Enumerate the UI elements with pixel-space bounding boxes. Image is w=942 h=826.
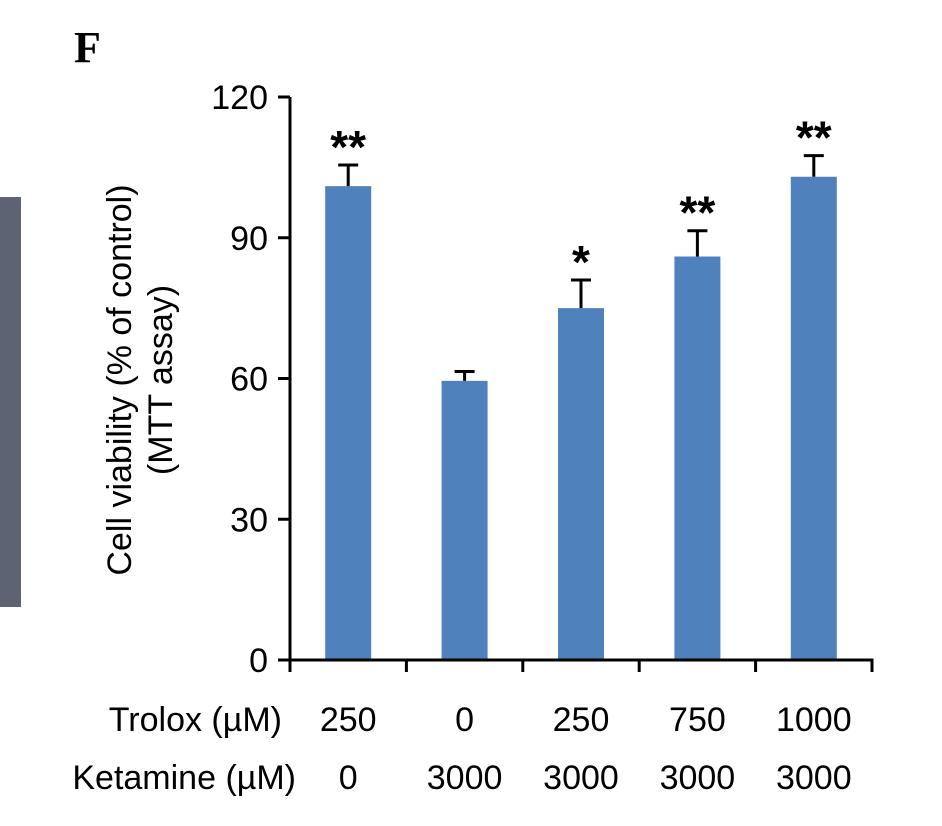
y-tick-label-60: 60 (230, 361, 268, 399)
x-category-labels: 250 0 0 3000 250 3000 750 3000 1000 3000 (320, 701, 852, 797)
trolox-label-4: 750 (669, 701, 726, 739)
ketamine-label-2: 3000 (427, 759, 503, 797)
bar-5 (790, 176, 837, 660)
ketamine-label-3: 3000 (543, 759, 619, 797)
bar-1 (325, 186, 372, 660)
significance-mark-5: ** (796, 112, 832, 164)
significance-mark-3: * (572, 236, 590, 288)
trolox-label-3: 250 (553, 701, 610, 739)
y-axis-title-line-2: (MTT assay) (142, 285, 180, 475)
bars (325, 176, 837, 660)
bar-2 (441, 380, 488, 660)
y-tick-label-0: 0 (249, 642, 268, 680)
trolox-label-5: 1000 (776, 701, 852, 739)
y-tick-label-90: 90 (230, 220, 268, 258)
significance-mark-4: ** (679, 187, 715, 239)
micrograph-strip (0, 197, 21, 607)
ketamine-label-1: 0 (339, 759, 358, 797)
y-tick-label-30: 30 (230, 501, 268, 539)
y-axis-title: Cell viability (% of control) (MTT assay… (101, 184, 180, 575)
bar-4 (674, 256, 721, 660)
row-label-trolox: Trolox (µM) (109, 701, 282, 739)
bar-3 (558, 308, 604, 660)
error-bars (338, 154, 824, 381)
trolox-label-1: 250 (320, 701, 377, 739)
ketamine-label-4: 3000 (660, 759, 736, 797)
significance-marks: ******* (330, 112, 832, 288)
y-tick-label-120: 120 (211, 79, 268, 117)
trolox-label-2: 0 (455, 701, 474, 739)
axes (278, 95, 874, 672)
y-axis-title-line-1: Cell viability (% of control) (101, 184, 139, 575)
panel-label: F (74, 23, 101, 72)
significance-mark-1: ** (330, 121, 366, 173)
row-label-ketamine: Ketamine (µM) (72, 759, 296, 797)
ketamine-label-5: 3000 (776, 759, 852, 797)
y-tick-labels: 0 30 60 90 120 (211, 79, 268, 680)
